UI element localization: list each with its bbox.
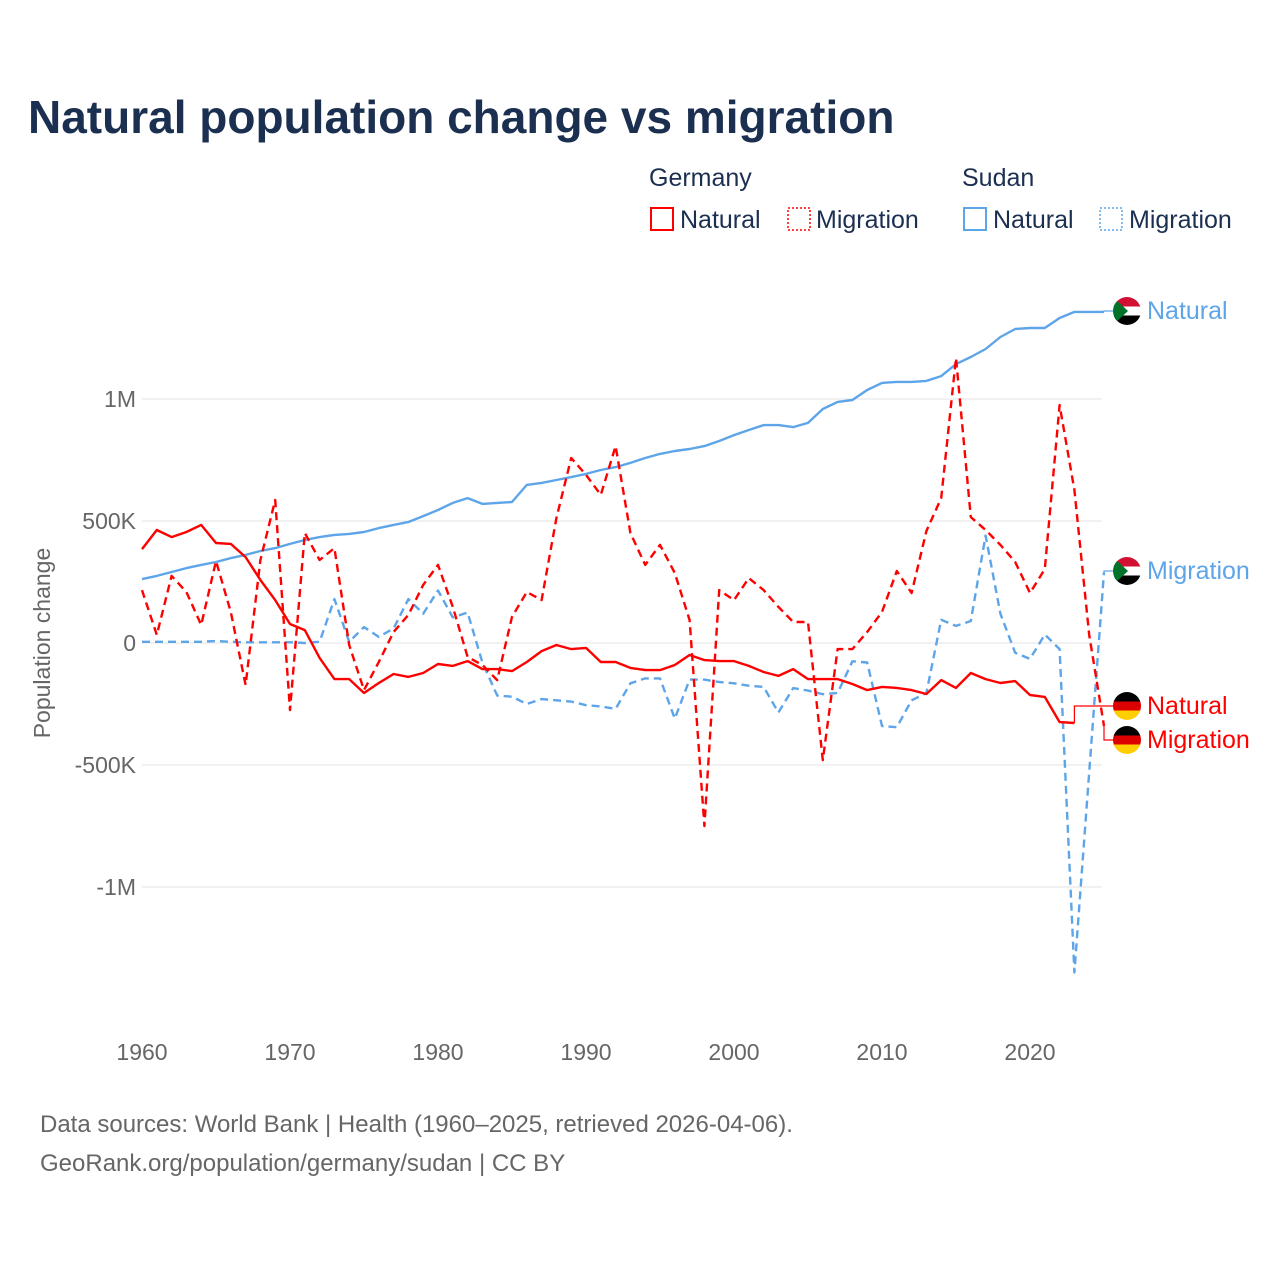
legend-swatch-sudan-migration: [1099, 207, 1123, 231]
legend-swatch-germany-migration: [787, 207, 811, 231]
y-tick-label: 0: [123, 630, 136, 656]
y-tick-label: 1M: [104, 386, 136, 412]
y-tick-label: -1M: [96, 874, 136, 900]
legend-label-sudan-natural[interactable]: Natural: [993, 206, 1074, 234]
sudan-flag-icon: [1113, 297, 1141, 325]
x-tick-label: 1960: [116, 1039, 167, 1065]
germany-flag-icon: [1113, 692, 1141, 720]
legend-swatch-germany-natural: [650, 207, 674, 231]
legend: Germany Natural Migration Sudan Natural …: [649, 164, 1232, 234]
x-tick-label: 1970: [264, 1039, 315, 1065]
series-line-germany-natural: [141, 523, 1075, 725]
germany-flag-icon: [1113, 726, 1141, 754]
legend-group-sudan: Sudan: [962, 164, 1034, 192]
x-tick-label: 2000: [708, 1039, 759, 1065]
legend-label-sudan-migration[interactable]: Migration: [1129, 206, 1232, 234]
legend-label-germany-natural[interactable]: Natural: [680, 206, 761, 234]
y-tick-label: -500K: [75, 752, 137, 778]
legend-label-germany-migration[interactable]: Migration: [816, 206, 919, 234]
x-tick-label: 1980: [412, 1039, 463, 1065]
label-connector-germany-migration: [1103, 725, 1114, 741]
end-label-germany-natural: Natural: [1147, 692, 1228, 720]
legend-group-germany: Germany: [649, 164, 752, 192]
label-connector-sudan-natural: [1103, 310, 1114, 312]
x-tick-label: 2020: [1004, 1039, 1055, 1065]
legend-swatch-sudan-natural: [963, 207, 987, 231]
end-label-sudan-natural: Natural: [1147, 297, 1228, 325]
chart-title: Natural population change vs migration: [28, 91, 894, 143]
label-connector-germany-natural: [1073, 705, 1114, 724]
y-tick-label: 500K: [82, 508, 136, 534]
footer-sources: Data sources: World Bank | Health (1960–…: [40, 1111, 793, 1138]
x-tick-label: 2010: [856, 1039, 907, 1065]
series-line-sudan-migration: [142, 534, 1106, 974]
y-axis-ticks: 1M 500K 0 -500K -1M: [75, 386, 137, 900]
end-label-germany-migration: Migration: [1147, 726, 1250, 754]
series-lines: [140, 310, 1106, 974]
series-line-germany-migration: [140, 356, 1106, 828]
end-label-sudan-migration: Migration: [1147, 557, 1250, 585]
x-tick-label: 1990: [560, 1039, 611, 1065]
footer-link[interactable]: GeoRank.org/population/germany/sudan | C…: [40, 1150, 565, 1177]
series-line-sudan-natural: [141, 310, 1104, 581]
sudan-flag-icon: [1113, 557, 1141, 585]
label-connector-sudan-migration: [1103, 570, 1114, 573]
x-axis-ticks: 1960 1970 1980 1990 2000 2010 2020: [116, 1039, 1055, 1065]
end-labels: Natural Migration Natural Migration: [1073, 297, 1250, 754]
y-axis-title: Population change: [29, 548, 55, 739]
